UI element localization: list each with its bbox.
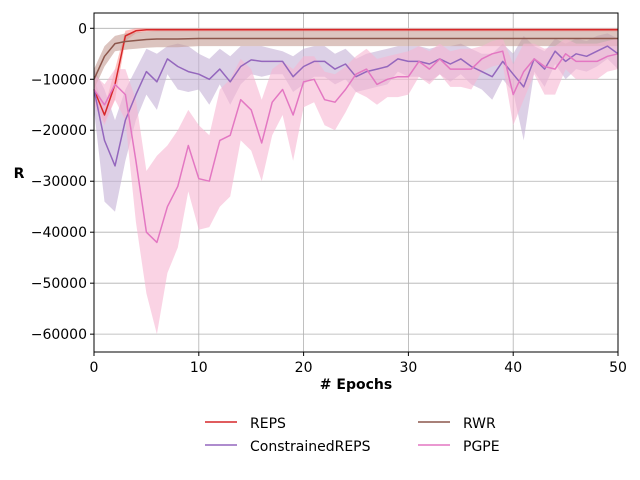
pgpe-band: [94, 38, 618, 335]
y-tick-label: −30000: [31, 174, 87, 190]
x-axis-label: # Epochs: [320, 377, 392, 393]
reps-line: [93, 29, 618, 116]
x-tick-label: 30: [399, 360, 417, 376]
constrainedreps-band: [94, 33, 618, 212]
legend-label-constrainedreps: ConstrainedREPS: [250, 439, 371, 455]
y-tick-label: −40000: [31, 225, 87, 241]
y-tick-label: −50000: [31, 276, 87, 292]
x-tick-label: 10: [190, 360, 208, 376]
y-tick-label: −60000: [31, 327, 87, 343]
legend: REPS ConstrainedREPS RWR PGPE: [205, 416, 500, 455]
confidence-bands: [94, 28, 618, 335]
constrainedreps-line: [93, 45, 619, 167]
y-axis-label: R: [14, 166, 25, 182]
pgpe-line: [93, 50, 619, 244]
legend-label-pgpe: PGPE: [463, 439, 500, 455]
y-axis-ticks: 0 −10000 −20000 −30000 −40000 −50000 −60000: [31, 21, 94, 343]
legend-label-rwr: RWR: [463, 416, 496, 432]
plot-frame: [93, 12, 619, 353]
x-tick-label: 0: [90, 360, 99, 376]
series-lines: [93, 29, 619, 244]
legend-label-reps: REPS: [250, 416, 286, 432]
x-axis-ticks: 0 10 20 30 40 50: [90, 352, 627, 376]
x-tick-label: 50: [609, 360, 627, 376]
x-tick-label: 40: [504, 360, 522, 376]
y-tick-label: −20000: [31, 123, 87, 139]
y-tick-label: −10000: [31, 72, 87, 88]
x-tick-label: 20: [295, 360, 313, 376]
y-tick-label: 0: [78, 21, 87, 37]
rwr-line: [93, 37, 618, 80]
